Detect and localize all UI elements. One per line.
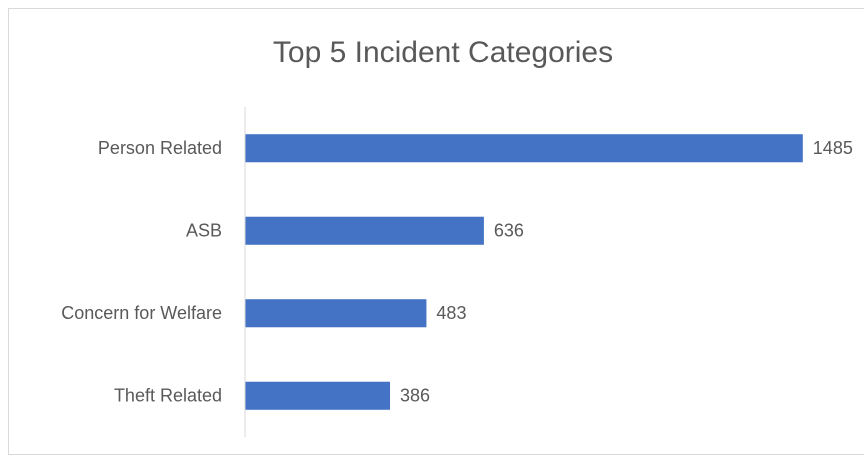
y-tick-label: Person Related [98,138,222,158]
bar [245,299,427,328]
data-label: 1485 [813,138,853,158]
bar [245,134,803,163]
data-label: 386 [400,386,430,406]
bar [245,381,390,410]
bar [245,216,484,245]
data-label: 483 [436,303,466,323]
chart-title: Top 5 Incident Categories [273,36,613,69]
data-label: 636 [494,221,524,241]
y-tick-label: Concern for Welfare [61,303,222,323]
y-tick-label: Theft Related [114,386,222,406]
y-tick-label: ASB [186,221,222,241]
